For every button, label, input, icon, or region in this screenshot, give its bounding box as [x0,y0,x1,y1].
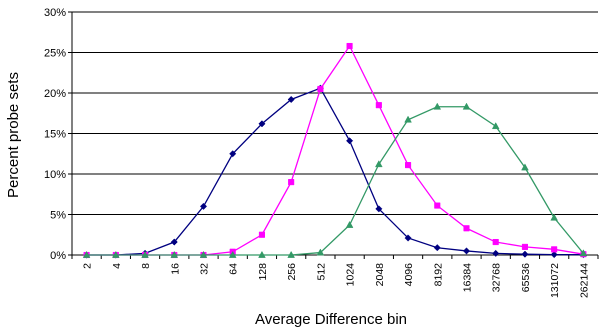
data-point [141,250,149,258]
data-point [492,238,499,246]
x-tick-label: 32 [199,263,211,275]
data-point [287,95,295,104]
y-tick-label: 5% [50,210,66,222]
data-point [491,122,500,130]
x-tick-label: 1024 [345,263,357,287]
y-tick-label: 0% [50,250,66,262]
data-point [462,102,471,110]
y-tick-label: 25% [44,48,66,60]
data-point [404,234,412,242]
data-point [170,250,179,258]
data-point [375,160,383,168]
data-point [345,220,354,228]
x-tick-label: 16 [169,263,181,275]
data-point [82,250,91,258]
data-point [551,246,558,253]
gridlines [71,11,598,256]
x-tick-label: 256 [286,263,298,281]
data-point [405,162,412,169]
x-tick-label: 32768 [491,263,503,292]
data-point [521,243,528,250]
x-tick-label: 2 [82,263,94,269]
series-line [86,87,584,256]
data-point [317,85,324,92]
data-point [521,163,529,171]
data-point [550,213,558,221]
data-point [433,102,442,110]
data-point [375,102,382,109]
x-tick-label: 4 [111,263,123,269]
series-group [82,42,588,259]
data-point [579,249,588,257]
x-axis-ticks: 2 4 8 16 32 64 128 256 512 1024 2048 4096 8192 16384 3… [71,255,599,298]
series-1 [83,84,587,259]
x-tick-label: 262144 [578,263,590,298]
data-point [287,250,295,258]
y-tick-label: 30% [44,7,66,19]
x-tick-label: 64 [228,263,240,275]
data-point [434,202,441,209]
x-tick-label: 512 [315,263,327,281]
data-point [112,250,120,258]
data-point [346,42,353,50]
data-point [170,238,178,246]
data-point [258,250,266,258]
data-point [229,150,237,158]
data-point [228,250,237,258]
data-point [258,231,265,238]
series-line [86,106,584,256]
y-tick-label: 10% [44,169,66,181]
data-point [346,137,354,145]
data-point [404,115,412,123]
data-point [258,120,266,128]
data-point [550,251,558,259]
data-point [375,205,383,213]
data-point [316,248,325,256]
data-point [199,202,208,210]
x-tick-label: 2048 [374,263,386,287]
data-point [463,225,470,232]
x-tick-label: 16384 [462,263,474,292]
x-tick-label: 8192 [432,263,444,287]
y-tick-label: 15% [44,129,66,141]
data-point [521,250,529,258]
x-tick-label: 65536 [520,263,532,292]
x-tick-label: 8 [140,263,152,269]
x-tick-label: 128 [257,263,269,281]
series-line [86,44,584,256]
data-point [492,249,500,257]
data-point [462,247,471,255]
y-tick-label: 20% [44,88,66,100]
data-point [199,250,208,258]
y-axis-ticks: 0% 5% 10% 15% 20% 25% 30% [44,7,72,262]
series-3 [82,102,588,258]
series-2 [83,42,587,259]
x-tick-label: 131072 [549,263,561,298]
data-point [288,179,295,186]
x-axis-label: Average Difference bin [255,311,407,328]
y-axis-label: Percent probe sets [5,72,22,198]
x-tick-label: 4096 [403,263,415,287]
data-point [433,244,441,252]
